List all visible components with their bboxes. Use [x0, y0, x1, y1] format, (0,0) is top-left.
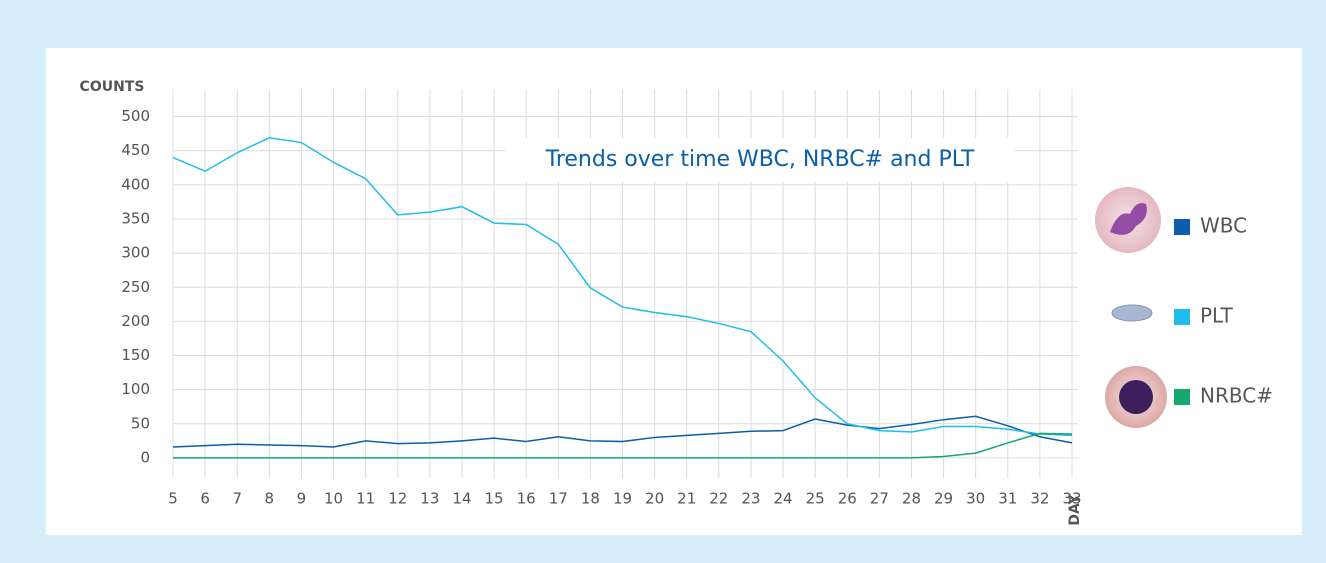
x-tick-label: 33 — [1062, 490, 1081, 508]
x-tick-label: 20 — [645, 490, 664, 508]
y-tick-label: 400 — [121, 175, 150, 193]
x-tick-label: 5 — [168, 490, 178, 508]
chart-title: Trends over time WBC, NRBC# and PLT — [545, 147, 975, 172]
x-tick-label: 6 — [200, 490, 210, 508]
y-tick-label: 0 — [140, 448, 150, 466]
x-tick-label: 21 — [677, 490, 696, 508]
x-tick-label: 17 — [549, 490, 568, 508]
x-tick-label: 22 — [709, 490, 728, 508]
x-tick-label: 14 — [452, 490, 471, 508]
legend-label: WBC — [1200, 214, 1247, 238]
x-tick-label: 9 — [297, 490, 307, 508]
x-tick-label: 24 — [773, 490, 792, 508]
legend-label: NRBC# — [1200, 384, 1273, 408]
x-tick-label: 28 — [902, 490, 921, 508]
x-tick-label: 8 — [265, 490, 275, 508]
y-tick-label: 50 — [131, 414, 150, 432]
y-tick-label: 250 — [121, 278, 150, 296]
y-tick-label: 300 — [121, 244, 150, 262]
legend-swatch — [1174, 389, 1190, 405]
x-tick-label: 11 — [356, 490, 375, 508]
x-tick-label: 29 — [934, 490, 953, 508]
chart: COUNTS DAY 05010015020025030035040045050… — [0, 0, 1326, 563]
x-tick-label: 25 — [806, 490, 825, 508]
x-tick-label: 32 — [1030, 490, 1049, 508]
y-tick-label: 200 — [121, 312, 150, 330]
x-tick-label: 26 — [838, 490, 857, 508]
x-tick-label: 23 — [741, 490, 760, 508]
y-tick-label: 450 — [121, 141, 150, 159]
x-tick-label: 27 — [870, 490, 889, 508]
cell-icon-wbc — [1095, 187, 1161, 253]
y-tick-label: 350 — [121, 210, 150, 228]
x-tick-label: 19 — [613, 490, 632, 508]
x-tick-label: 15 — [485, 490, 504, 508]
y-tick-label: 150 — [121, 346, 150, 364]
legend-swatch — [1174, 309, 1190, 325]
x-tick-label: 13 — [420, 490, 439, 508]
x-tick-label: 31 — [998, 490, 1017, 508]
y-tick-label: 100 — [121, 380, 150, 398]
cell-icon-nrbc — [1105, 366, 1167, 428]
panel — [46, 48, 1302, 535]
x-tick-label: 12 — [388, 490, 407, 508]
legend-swatch — [1174, 219, 1190, 235]
x-tick-label: 30 — [966, 490, 985, 508]
page: {"chart_data": {"type": "line", "title":… — [0, 0, 1326, 563]
y-axis-label: COUNTS — [80, 79, 145, 95]
x-tick-label: 10 — [324, 490, 343, 508]
x-tick-label: 16 — [517, 490, 536, 508]
x-tick-label: 18 — [581, 490, 600, 508]
y-tick-label: 500 — [121, 107, 150, 125]
cell-icon-plt — [1112, 305, 1152, 321]
legend-label: PLT — [1200, 304, 1233, 328]
x-tick-label: 7 — [232, 490, 242, 508]
